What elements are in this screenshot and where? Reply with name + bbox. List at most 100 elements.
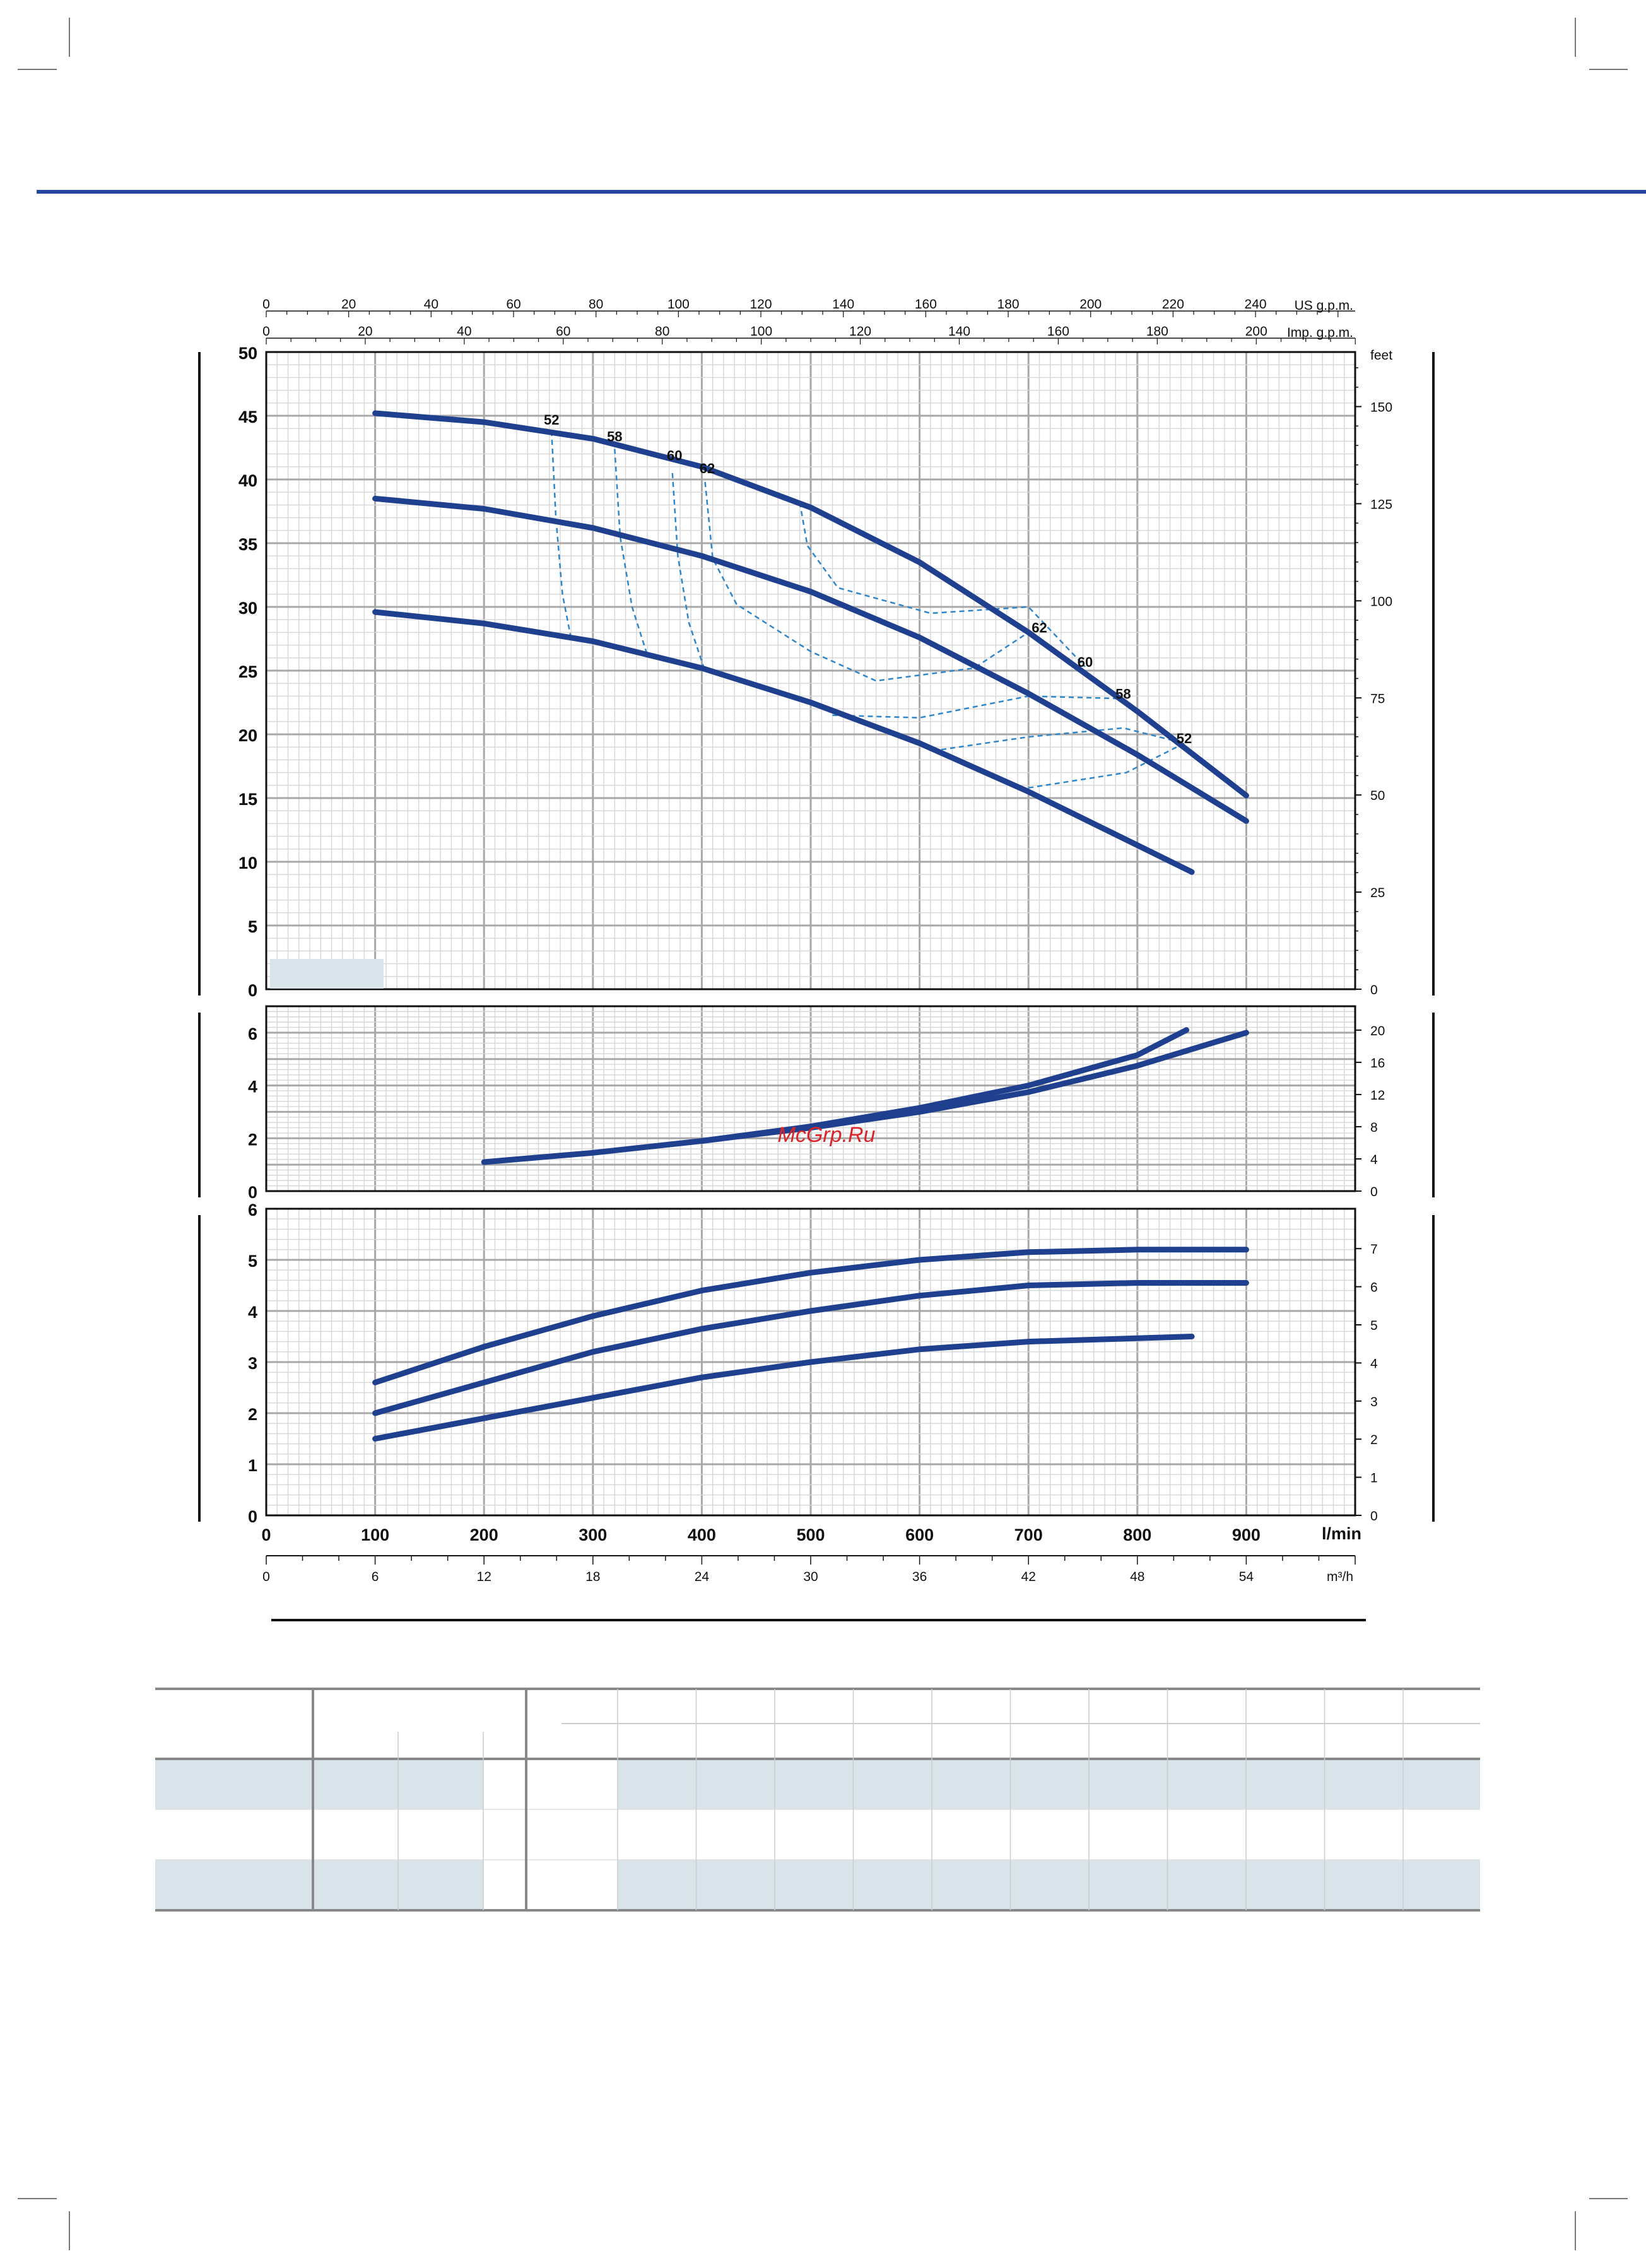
head-chart: 0510152025303540455005101520253035404550…	[238, 297, 1392, 1000]
head-y-tick-label: 5	[248, 917, 257, 936]
top-imp-tick-label: 0	[262, 324, 270, 339]
head-y-tick-label: 35	[238, 535, 257, 554]
power-right-tick-label: 1	[1370, 1471, 1378, 1486]
efficiency-contour	[799, 502, 1086, 667]
top-imp-unit: Imp. g.p.m.	[1287, 326, 1353, 340]
efficiency-contour	[671, 473, 705, 669]
power-right-tick-label: 7	[1370, 1242, 1378, 1257]
data-table	[155, 1688, 1480, 1912]
top-us-tick-label: 60	[506, 297, 520, 312]
head-y-tick-label: 20	[238, 726, 257, 745]
top-us-tick-label: 80	[589, 297, 603, 312]
m3h-tick-label: 6	[372, 1570, 379, 1584]
head-y-tick-label: 10	[238, 854, 257, 873]
top-imp-tick-label: 20	[358, 324, 372, 339]
npsh-right-tick-label: 8	[1370, 1120, 1378, 1135]
efficiency-label: 58	[1115, 686, 1131, 702]
efficiency-label: 62	[1032, 620, 1047, 635]
head-right-tick-label: 0	[1370, 983, 1378, 997]
top-us-tick-label: 20	[341, 297, 356, 312]
top-us-tick-label: 0	[262, 297, 270, 312]
npsh-y-tick-label: 4	[248, 1078, 257, 1096]
head-y-tick-label: 0	[248, 981, 257, 1000]
power-right-tick-label: 5	[1370, 1319, 1378, 1333]
head-y-tick-label: 0	[248, 981, 257, 1000]
head-y-tick-label: 40	[238, 471, 257, 490]
m3h-tick-label: 36	[912, 1570, 927, 1584]
head-y-tick-label: 10	[238, 854, 257, 873]
head-series-line	[372, 609, 1195, 875]
watermark: McGrp.Ru	[778, 1123, 876, 1147]
head-y-tick-label: 20	[238, 726, 257, 745]
head-y-tick-label: 25	[238, 662, 257, 681]
efficiency-label: 58	[607, 428, 622, 444]
efficiency-contour	[941, 727, 1185, 751]
power-right-tick-label: 6	[1370, 1281, 1378, 1295]
efficiency-label: 52	[1177, 731, 1192, 746]
top-imp-tick-label: 120	[849, 324, 871, 339]
head-y-tick-label: 50	[238, 344, 257, 363]
head-right-tick-label: 75	[1370, 691, 1385, 706]
table-gap	[483, 1759, 526, 1910]
head-series-line	[372, 410, 1249, 799]
m3h-tick-label: 42	[1021, 1570, 1036, 1584]
top-imp-tick-label: 100	[750, 324, 772, 339]
efficiency-contour	[832, 695, 1124, 719]
m3h-tick-label: 30	[803, 1570, 818, 1584]
top-imp-tick-label: 200	[1245, 324, 1267, 339]
x-tick-label: 200	[470, 1525, 498, 1544]
power-frame	[265, 1207, 1356, 1517]
npsh-right-tick-label: 16	[1370, 1056, 1385, 1071]
head-frame	[265, 351, 1356, 990]
head-grid	[265, 351, 1356, 990]
head-y-tick-label: 30	[238, 599, 257, 618]
m3h-tick-label: 18	[585, 1570, 600, 1584]
head-right-tick-label: 25	[1370, 886, 1385, 900]
x-tick-label: 0	[261, 1525, 271, 1544]
head-y-tick-label: 25	[238, 662, 257, 681]
m3h-tick-label: 12	[477, 1570, 491, 1584]
top-us-tick-label: 200	[1079, 297, 1102, 312]
power-y-tick-label: 1	[248, 1456, 257, 1475]
efficiency-contour	[550, 431, 572, 639]
head-y-tick-label: 45	[238, 408, 257, 426]
npsh-series-line	[698, 1030, 1249, 1144]
power-right-tick-label: 2	[1370, 1433, 1378, 1447]
npsh-right-tick-label: 0	[1370, 1185, 1378, 1199]
top-us-tick-label: 240	[1245, 297, 1267, 312]
top-imp-tick-label: 160	[1047, 324, 1069, 339]
npsh-right-tick-label: 12	[1370, 1088, 1385, 1103]
efficiency-label: 52	[544, 412, 559, 428]
efficiency-contour	[614, 449, 649, 656]
power-series-line	[372, 1334, 1195, 1442]
efficiency-label: 60	[667, 448, 682, 464]
x-tick-label: 400	[688, 1525, 716, 1544]
x-tick-label: 300	[579, 1525, 607, 1544]
power-right-tick-label: 4	[1370, 1356, 1378, 1371]
head-y-tick-label: 15	[238, 790, 257, 809]
head-y-tick-label: 5	[248, 917, 257, 936]
head-right-tick-label: 100	[1370, 594, 1392, 609]
power-y-tick-label: 5	[248, 1252, 257, 1271]
side-brackets	[198, 352, 1435, 1522]
crop-marks	[18, 18, 1628, 2250]
head-y-tick-label: 15	[238, 790, 257, 809]
npsh-y-tick-label: 6	[248, 1025, 257, 1043]
top-us-tick-label: 100	[667, 297, 690, 312]
head-right-tick-label: 125	[1370, 497, 1392, 512]
head-y-tick-label: 35	[238, 535, 257, 554]
x-tick-label: 800	[1123, 1525, 1151, 1544]
m3h-tick-label: 48	[1130, 1570, 1144, 1584]
top-us-tick-label: 40	[424, 297, 438, 312]
head-y-tick-label: 40	[238, 471, 257, 490]
m3h-tick-label: 24	[695, 1570, 710, 1584]
npsh-y-tick-label: 0	[248, 1183, 257, 1202]
npsh-chart: 0 2 4 6 0 4 8 12 16 20	[248, 1005, 1385, 1202]
top-imp-tick-label: 140	[948, 324, 970, 339]
power-y-tick-label: 6	[248, 1201, 257, 1219]
x-tick-label: 700	[1014, 1525, 1043, 1544]
npsh-right-tick-label: 4	[1370, 1153, 1378, 1167]
power-series-line	[372, 1247, 1249, 1385]
npsh-y-tick-label: 2	[248, 1130, 257, 1149]
top-us-unit: US g.p.m.	[1295, 298, 1353, 313]
